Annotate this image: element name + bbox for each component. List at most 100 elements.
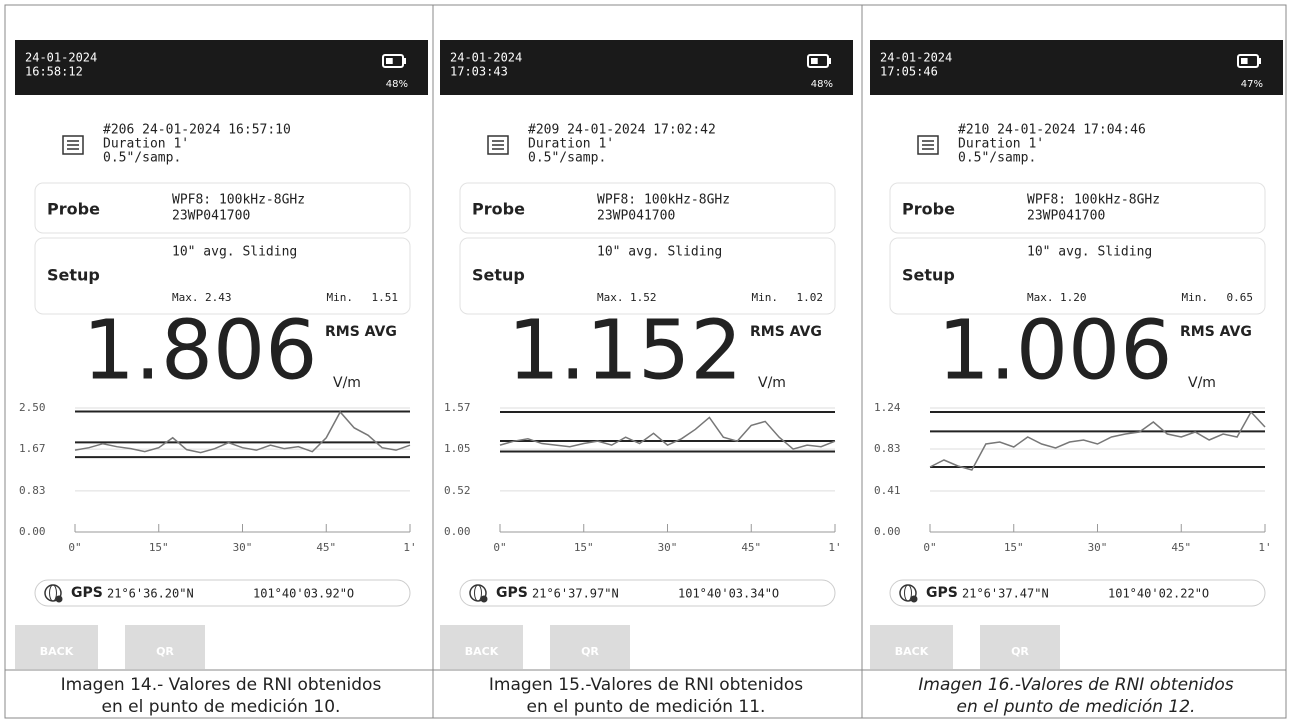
- status-bar: [15, 40, 428, 95]
- reading-value: 1.152: [508, 303, 743, 398]
- screen-bg: [15, 40, 428, 625]
- button-label: BACK: [465, 645, 499, 658]
- reading-unit: V/m: [333, 375, 361, 391]
- min-label: Min.: [752, 291, 779, 304]
- globe-icon-meridian: [474, 584, 482, 602]
- setup-mode: 10" avg. Sliding: [1027, 245, 1152, 260]
- battery-tip: [1259, 58, 1261, 64]
- setup-label: Setup: [902, 266, 955, 285]
- probe-model: WPF8: 100kHz-8GHz: [597, 193, 730, 208]
- y-tick-label: 2.50: [19, 401, 46, 414]
- button-label: BACK: [40, 645, 74, 658]
- date: 24-01-2024: [450, 51, 522, 65]
- x-tick-label: 15": [574, 541, 594, 554]
- time: 17:03:43: [450, 65, 508, 79]
- x-tick-label: 30": [1088, 541, 1108, 554]
- button-bg: [440, 625, 523, 669]
- y-tick-label: 1.57: [444, 401, 471, 414]
- x-tick-label: 30": [233, 541, 253, 554]
- y-tick-label: 0.00: [444, 525, 471, 538]
- probe-label: Probe: [47, 200, 100, 219]
- caption-line: Imagen 15.-Valores de RNI obtenidos: [489, 675, 803, 695]
- gps-lat: 21°6'37.47"N: [962, 587, 1049, 601]
- reading-kind: RMS AVG: [325, 324, 397, 340]
- gps-lon: 101°40'03.34"O: [678, 587, 779, 601]
- probe-serial: 23WP041700: [597, 209, 675, 224]
- record-icon: [487, 135, 509, 155]
- battery-percent: 48%: [811, 79, 833, 90]
- x-tick-label: 15": [149, 541, 169, 554]
- gps-label: GPS: [496, 585, 528, 601]
- gps-lat: 21°6'37.97"N: [532, 587, 619, 601]
- record-line: Duration 1': [958, 137, 1044, 152]
- caption-line: Imagen 16.-Valores de RNI obtenidos: [918, 675, 1233, 695]
- battery-percent: 47%: [1241, 79, 1263, 90]
- setup-box: [889, 237, 1266, 315]
- probe-serial: 23WP041700: [1027, 209, 1105, 224]
- status-bar: [870, 40, 1283, 95]
- button-label: QR: [1011, 645, 1029, 658]
- caption-line: en el punto de medición 12.: [957, 697, 1196, 717]
- record-line: #206 24-01-2024 16:57:10: [103, 123, 291, 138]
- gps-lon: 101°40'02.22"O: [1108, 587, 1209, 601]
- min-value: 1.51: [372, 291, 399, 304]
- gps-pill: [459, 579, 836, 607]
- record-line: 0.5"/samp.: [103, 151, 181, 166]
- gps-label: GPS: [71, 585, 103, 601]
- status-bar: [440, 40, 853, 95]
- y-tick-label: 0.52: [444, 484, 471, 497]
- table-border: [4, 4, 1287, 719]
- min-value: 1.02: [797, 291, 824, 304]
- screen-bg: [440, 40, 853, 625]
- y-tick-label: 1.05: [444, 442, 471, 455]
- gps-label: GPS: [926, 585, 958, 601]
- button-bg: [15, 625, 98, 669]
- reading-value: 1.806: [83, 303, 318, 398]
- button-bg: [980, 625, 1060, 669]
- globe-badge: [55, 595, 63, 603]
- button-label: QR: [156, 645, 174, 658]
- button-bg: [550, 625, 630, 669]
- time: 17:05:46: [880, 65, 938, 79]
- setup-label: Setup: [472, 266, 525, 285]
- y-tick-label: 0.83: [19, 484, 46, 497]
- battery-level: [386, 58, 393, 64]
- probe-model: WPF8: 100kHz-8GHz: [172, 193, 305, 208]
- battery-outline: [807, 54, 829, 68]
- data-line: [74, 410, 411, 454]
- battery-level: [1241, 58, 1248, 64]
- gps-lat: 21°6'36.20"N: [107, 587, 194, 601]
- max-value: 2.43: [205, 291, 232, 304]
- min-label: Min.: [327, 291, 354, 304]
- reading-unit: V/m: [1188, 375, 1216, 391]
- reading-unit: V/m: [758, 375, 786, 391]
- setup-box: [459, 237, 836, 315]
- globe-icon-meridian: [49, 584, 57, 602]
- probe-model: WPF8: 100kHz-8GHz: [1027, 193, 1160, 208]
- gps-pill: [889, 579, 1266, 607]
- record-line: Duration 1': [528, 137, 614, 152]
- y-tick-label: 1.67: [19, 442, 46, 455]
- caption-line: Imagen 14.- Valores de RNI obtenidos: [61, 675, 382, 695]
- battery-outline: [382, 54, 404, 68]
- battery-level: [811, 58, 818, 64]
- max-label: Max.: [172, 291, 199, 304]
- min-label: Min.: [1182, 291, 1209, 304]
- battery-percent: 48%: [386, 79, 408, 90]
- button-bg: [870, 625, 953, 669]
- x-tick-label: 0": [923, 541, 936, 554]
- record-line: Duration 1': [103, 137, 189, 152]
- button-label: QR: [581, 645, 599, 658]
- record-line: 0.5"/samp.: [528, 151, 606, 166]
- setup-mode: 10" avg. Sliding: [172, 245, 297, 260]
- setup-label: Setup: [47, 266, 100, 285]
- max-value: 1.20: [1060, 291, 1087, 304]
- date: 24-01-2024: [25, 51, 97, 65]
- gps-pill: [34, 579, 411, 607]
- data-line: [929, 410, 1266, 471]
- caption-line: en el punto de medición 10.: [102, 697, 341, 717]
- x-tick-label: 15": [1004, 541, 1024, 554]
